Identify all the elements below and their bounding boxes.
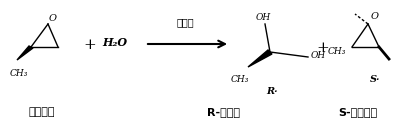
Text: H₂O: H₂O (103, 36, 127, 47)
Text: S·: S· (370, 75, 380, 84)
Polygon shape (248, 50, 272, 67)
Text: CH₃: CH₃ (328, 47, 346, 57)
Text: R·: R· (266, 87, 278, 96)
Text: O: O (371, 12, 379, 21)
Text: S-环氧丙烷: S-环氧丙烷 (339, 107, 378, 117)
Text: 环氧丙烷: 环氧丙烷 (29, 107, 55, 117)
Text: CH₃: CH₃ (231, 75, 249, 84)
Polygon shape (17, 46, 33, 60)
Text: CH₃: CH₃ (10, 69, 28, 78)
Text: +: + (83, 38, 96, 52)
Text: +: + (317, 41, 329, 55)
Text: OH: OH (255, 13, 271, 22)
Text: OH: OH (311, 50, 326, 60)
Text: R-丙二醇: R-丙二醇 (206, 107, 239, 117)
Text: O: O (49, 14, 57, 23)
Text: 催化剂: 催化剂 (176, 17, 194, 27)
